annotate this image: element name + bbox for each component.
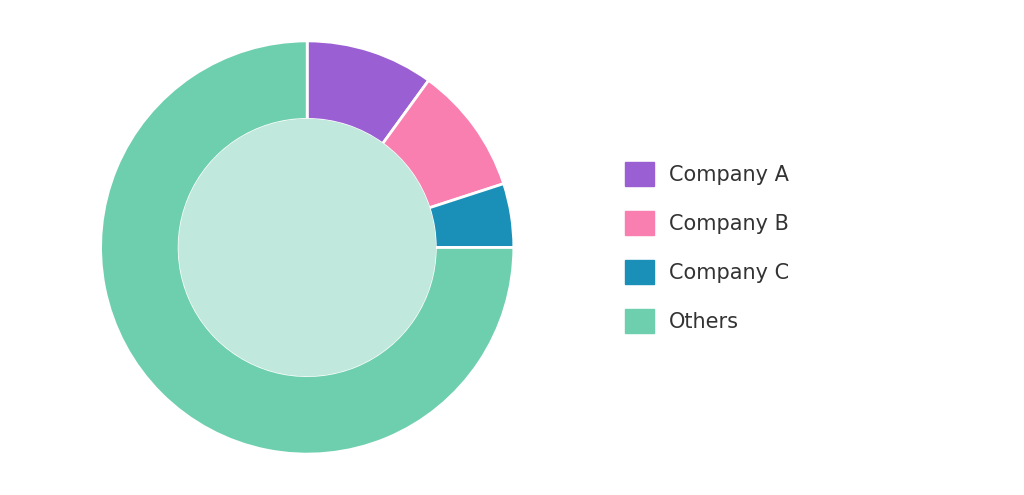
- Wedge shape: [307, 41, 429, 144]
- Wedge shape: [383, 80, 504, 208]
- Circle shape: [179, 119, 435, 376]
- Legend: Company A, Company B, Company C, Others: Company A, Company B, Company C, Others: [625, 162, 788, 333]
- Wedge shape: [429, 184, 514, 248]
- Wedge shape: [100, 41, 514, 454]
